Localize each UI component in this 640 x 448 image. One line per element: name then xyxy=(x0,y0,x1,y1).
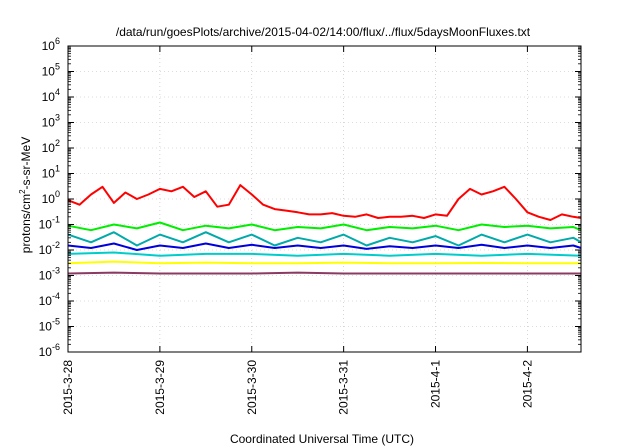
y-axis-label-superscript: 2 xyxy=(18,189,27,194)
x-axis-ticks: 2015-3-28 2015-3-29 2015-3-30 2015-3-31 2015… xyxy=(61,46,534,415)
series-line xyxy=(67,221,582,232)
y-tick-label: 10-1 xyxy=(39,215,60,232)
series-line xyxy=(67,271,581,275)
y-tick-label: 10-3 xyxy=(39,266,60,283)
x-axis-label: Coordinated Universal Time (UTC) xyxy=(230,432,414,446)
x-tick-label: 2015-3-30 xyxy=(245,360,259,415)
chart-title: /data/run/goesPlots/archive/2015-04-02/1… xyxy=(116,25,531,39)
y-axis-label-suffix: -s-sr-MeV xyxy=(19,137,33,190)
y-tick-label: 102 xyxy=(42,138,60,155)
y-tick-label: 106 xyxy=(42,36,60,53)
x-tick-label: 2015-4-2 xyxy=(520,360,534,408)
y-tick-label: 101 xyxy=(42,164,60,181)
series-line xyxy=(67,242,582,251)
series-line xyxy=(67,260,581,265)
grid-lines xyxy=(68,46,581,352)
y-tick-label: 104 xyxy=(42,87,60,104)
y-tick-label: 10-5 xyxy=(39,317,60,334)
plot-frame xyxy=(67,45,582,353)
x-tick-label: 2015-4-1 xyxy=(429,360,443,408)
y-tick-label: 100 xyxy=(42,189,60,206)
y-tick-label: 103 xyxy=(42,113,60,130)
series-line xyxy=(67,184,582,221)
y-tick-label: 10-2 xyxy=(39,240,60,257)
y-tick-label: 10-6 xyxy=(39,342,60,359)
series-line xyxy=(67,251,582,257)
x-tick-label: 2015-3-29 xyxy=(153,360,167,415)
x-tick-label: 2015-3-28 xyxy=(61,360,75,415)
x-tick-label: 2015-3-31 xyxy=(337,360,351,415)
y-axis-label: protons/cm2-s-sr-MeV xyxy=(18,137,33,253)
y-tick-label: 10-4 xyxy=(39,291,60,308)
y-tick-label: 105 xyxy=(42,62,60,79)
data-series xyxy=(67,184,582,275)
series-line xyxy=(67,231,582,247)
